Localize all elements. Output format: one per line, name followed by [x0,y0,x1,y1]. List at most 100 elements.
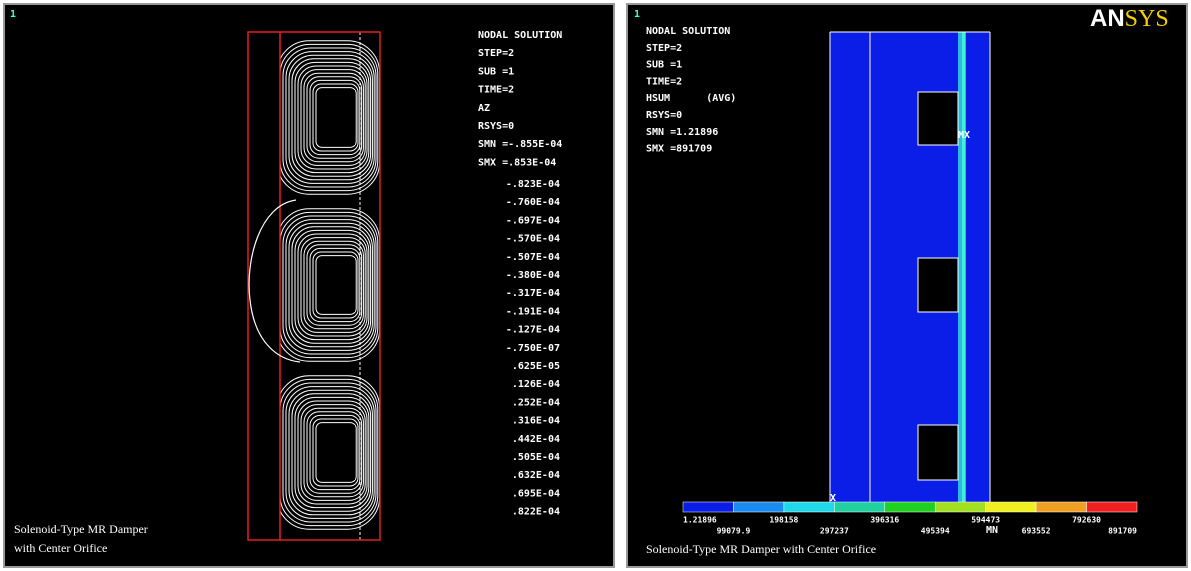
legend-label: 198158 [769,516,798,525]
flux-line [306,244,363,326]
legend-label: 297237 [820,527,849,536]
flux-line [285,219,375,351]
contour-value: .505E-04 [512,452,560,463]
contour-value: .126E-04 [512,379,560,390]
flux-line [312,418,359,487]
coil-slot [917,257,959,313]
window-number: 1 [10,9,16,20]
flux-line [303,407,364,498]
legend-label: 99079.9 [717,527,751,536]
info-line: SMN =1.21896 [646,127,718,138]
info-line: STEP=2 [646,43,682,54]
info-line: RSYS=0 [646,110,682,121]
contour-value: -.750E-07 [506,343,560,354]
flux-line [312,83,359,152]
flux-line [285,51,375,184]
flux-line [248,199,301,363]
info-line: NODAL SOLUTION [478,30,562,41]
flux-line [303,240,364,330]
axis-marker: X [830,493,836,504]
legend-label: 495394 [921,527,950,536]
legend-swatch [783,501,835,513]
flux-line [315,255,357,315]
flux-line [291,226,372,344]
contour-value: -.191E-04 [506,306,560,317]
flux-line [297,65,368,170]
legend-label: 792630 [1072,516,1101,525]
flux-line [315,422,357,483]
contour-value: -.507E-04 [506,252,560,263]
legend-swatch [1035,501,1087,513]
flux-line [291,393,372,512]
coil-window [318,258,355,312]
legend-swatch [733,501,785,513]
info-line: SMX =.853E-04 [478,157,556,168]
contour-value: .316E-04 [512,416,560,427]
info-line: SUB =1 [478,66,514,77]
max-marker: MX [958,130,970,141]
contour-value: .695E-04 [512,488,560,499]
contour-value: .252E-04 [512,397,560,408]
legend-label: 1.21896 [683,516,717,525]
coil-window [318,425,355,480]
contour-value: -.380E-04 [506,270,560,281]
contour-value: .442E-04 [512,434,560,445]
flux-line [306,411,363,494]
logo-part: SYS [1125,6,1169,32]
flux-lines-plot [240,20,441,550]
flux-line [282,215,377,355]
coil-slot [917,91,959,146]
legend-label: 594473 [971,516,1000,525]
info-line: SUB =1 [646,60,682,71]
coil-window [318,90,355,145]
flux-line [315,87,357,148]
contour-value: -.317E-04 [506,288,560,299]
info-line: TIME=2 [478,85,514,96]
caption: Solenoid-Type MR Damper with Center Orif… [646,542,876,556]
contour-value: -.823E-04 [506,179,560,190]
legend-swatch [1086,501,1138,513]
window-number: 1 [634,9,640,20]
flux-line [312,251,359,319]
info-line: AZ [478,103,490,114]
flux-line [303,72,364,163]
outer-boundary [247,31,381,541]
contour-value: .625E-05 [512,361,560,372]
flux-line [306,76,363,159]
flux-line [288,389,373,516]
flux-line [285,386,375,519]
info-line: SMX =891709 [646,144,712,155]
coil-slot [917,424,959,481]
legend-label: 396316 [870,516,899,525]
contour-value: -.697E-04 [506,215,560,226]
flux-line [294,61,370,174]
logo-part: AN [1090,5,1125,32]
info-line: SMN =-.855E-04 [478,139,562,150]
legend-swatch [834,501,886,513]
legend-label: 693552 [1022,527,1051,536]
legend-swatch [682,501,734,513]
contour-value: -.760E-04 [506,197,560,208]
gap-field [962,32,965,502]
contour-value: .822E-04 [512,507,560,518]
flux-line [282,382,377,523]
flux-line [297,233,368,337]
flux-line [300,237,366,333]
flux-line [288,54,373,181]
flux-line [291,58,372,177]
flux-line [300,69,366,166]
contour-value: -.127E-04 [506,325,560,336]
legend-label: 891709 [1108,527,1137,536]
legend-swatch [985,501,1037,513]
caption: with Center Orifice [14,541,107,555]
info-line: TIME=2 [646,76,682,87]
color-legend [682,501,1138,513]
mask [240,20,280,550]
mask [381,20,441,550]
flux-line [288,222,373,348]
logo: ANSYS [1090,5,1169,32]
left-panel [3,3,615,568]
info-line: NODAL SOLUTION [646,26,730,37]
flux-line [294,229,370,341]
